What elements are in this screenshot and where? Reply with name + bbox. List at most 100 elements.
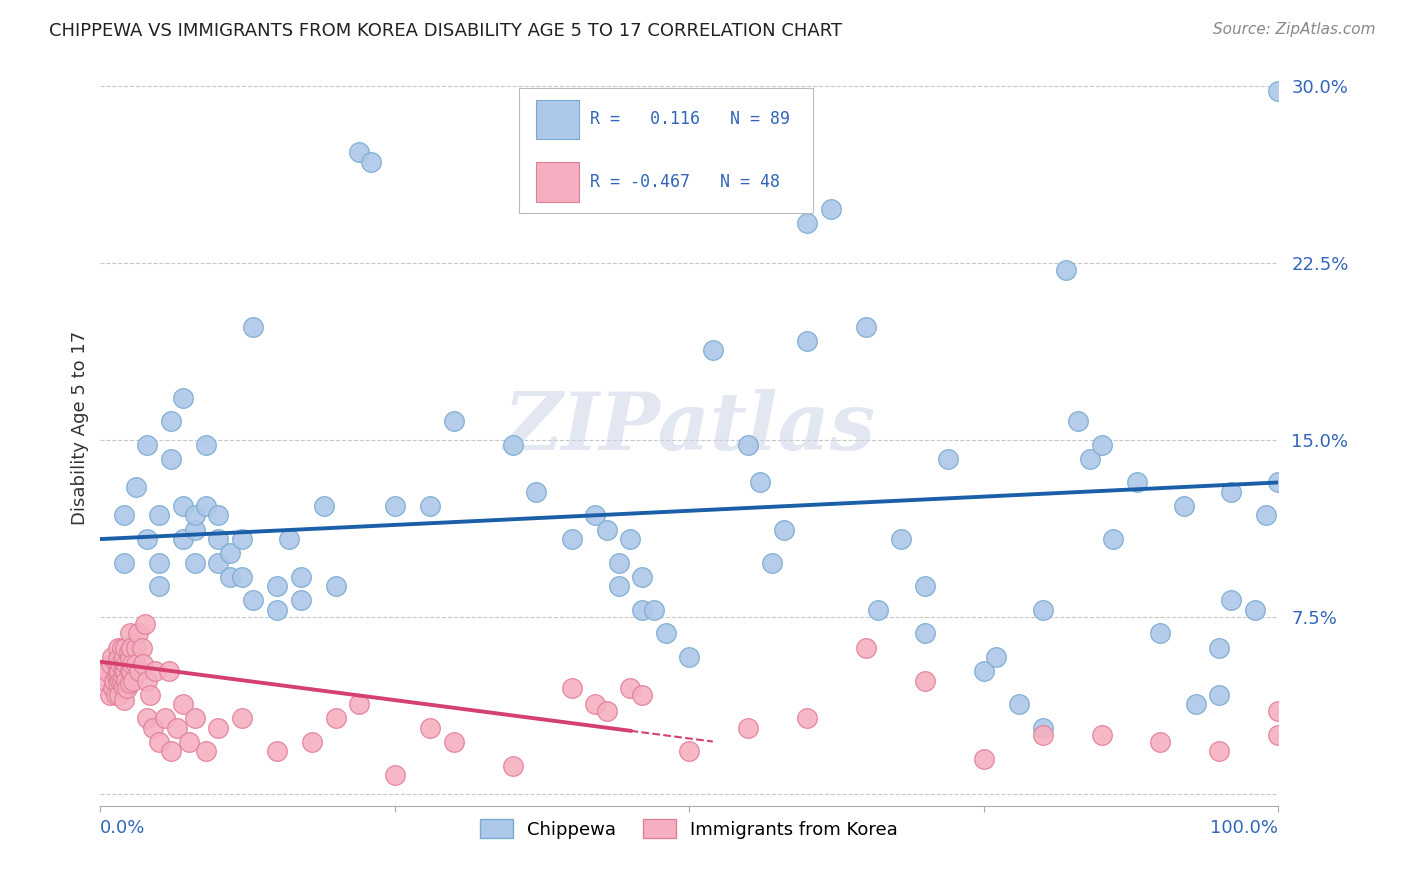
Point bbox=[524, 484, 547, 499]
Point bbox=[131, 640, 153, 655]
Point bbox=[1267, 475, 1289, 490]
Text: 100.0%: 100.0% bbox=[1211, 819, 1278, 838]
Point bbox=[761, 556, 783, 570]
Point bbox=[112, 508, 135, 523]
Point bbox=[749, 475, 772, 490]
Point bbox=[1267, 84, 1289, 98]
Point bbox=[737, 721, 759, 735]
Point bbox=[160, 414, 183, 428]
Point bbox=[183, 508, 205, 523]
Point bbox=[153, 711, 176, 725]
Point bbox=[148, 579, 170, 593]
Point bbox=[349, 698, 371, 712]
Point bbox=[100, 657, 122, 672]
Point bbox=[172, 499, 194, 513]
Point bbox=[702, 343, 724, 358]
Point bbox=[1208, 688, 1230, 702]
Point bbox=[219, 570, 242, 584]
Point bbox=[115, 673, 138, 688]
Point bbox=[796, 711, 818, 725]
Point bbox=[914, 673, 936, 688]
Point bbox=[219, 546, 242, 560]
Point bbox=[890, 532, 912, 546]
Point bbox=[127, 626, 149, 640]
Text: R = -0.467   N = 48: R = -0.467 N = 48 bbox=[591, 173, 780, 191]
Point bbox=[136, 532, 159, 546]
Point bbox=[231, 711, 253, 725]
Point bbox=[1032, 721, 1054, 735]
Point bbox=[1173, 499, 1195, 513]
Point bbox=[105, 657, 128, 672]
Point bbox=[242, 319, 264, 334]
Point bbox=[914, 626, 936, 640]
Point bbox=[914, 579, 936, 593]
Point bbox=[277, 532, 299, 546]
Point bbox=[619, 532, 641, 546]
Point bbox=[325, 579, 347, 593]
Point bbox=[118, 652, 141, 666]
Point bbox=[1078, 451, 1101, 466]
Point bbox=[631, 570, 654, 584]
Point bbox=[1208, 744, 1230, 758]
Point bbox=[643, 603, 665, 617]
Point bbox=[207, 532, 229, 546]
Point bbox=[183, 523, 205, 537]
Point bbox=[98, 688, 121, 702]
Point bbox=[110, 640, 132, 655]
Point bbox=[1149, 735, 1171, 749]
Point bbox=[134, 617, 156, 632]
Point bbox=[195, 499, 218, 513]
Text: CHIPPEWA VS IMMIGRANTS FROM KOREA DISABILITY AGE 5 TO 17 CORRELATION CHART: CHIPPEWA VS IMMIGRANTS FROM KOREA DISABI… bbox=[49, 22, 842, 40]
Point bbox=[938, 451, 960, 466]
Point bbox=[1090, 728, 1112, 742]
Point bbox=[112, 692, 135, 706]
Point bbox=[266, 603, 288, 617]
Point bbox=[678, 650, 700, 665]
Point bbox=[360, 154, 382, 169]
Point bbox=[125, 480, 148, 494]
Point bbox=[631, 603, 654, 617]
Point bbox=[596, 523, 619, 537]
Point bbox=[107, 652, 129, 666]
Point bbox=[120, 640, 142, 655]
Point bbox=[136, 673, 159, 688]
Point bbox=[384, 499, 406, 513]
Point bbox=[443, 735, 465, 749]
Point bbox=[120, 664, 142, 678]
Point bbox=[183, 556, 205, 570]
Point bbox=[796, 334, 818, 348]
Point bbox=[207, 508, 229, 523]
Point bbox=[142, 721, 165, 735]
FancyBboxPatch shape bbox=[519, 88, 813, 213]
Point bbox=[160, 451, 183, 466]
Point bbox=[583, 508, 606, 523]
Point bbox=[1008, 698, 1031, 712]
Point bbox=[105, 669, 128, 683]
Point bbox=[301, 735, 323, 749]
Point bbox=[560, 681, 582, 695]
Point bbox=[1149, 626, 1171, 640]
Point bbox=[855, 640, 877, 655]
Point bbox=[166, 721, 188, 735]
Point bbox=[796, 216, 818, 230]
Point bbox=[678, 744, 700, 758]
Point bbox=[984, 650, 1007, 665]
Point bbox=[1267, 728, 1289, 742]
Point bbox=[136, 711, 159, 725]
Point bbox=[118, 676, 141, 690]
Point bbox=[266, 579, 288, 593]
Point bbox=[1184, 698, 1206, 712]
Point bbox=[1243, 603, 1265, 617]
Point bbox=[122, 673, 145, 688]
Point bbox=[1054, 263, 1077, 277]
Point bbox=[855, 319, 877, 334]
Point bbox=[242, 593, 264, 607]
Point bbox=[1256, 508, 1278, 523]
Point bbox=[607, 579, 630, 593]
Point bbox=[631, 688, 654, 702]
Point bbox=[419, 499, 441, 513]
Point bbox=[1032, 603, 1054, 617]
Point bbox=[114, 664, 136, 678]
Y-axis label: Disability Age 5 to 17: Disability Age 5 to 17 bbox=[72, 331, 89, 525]
Point bbox=[117, 681, 139, 695]
